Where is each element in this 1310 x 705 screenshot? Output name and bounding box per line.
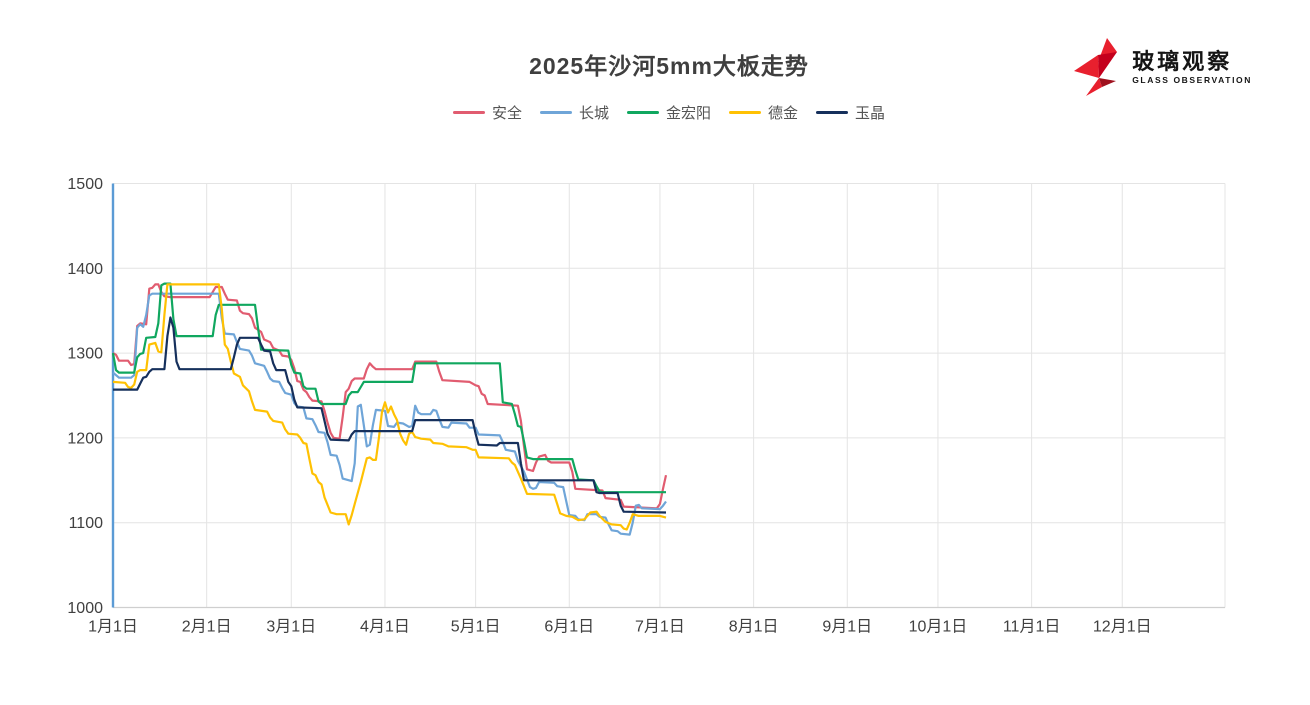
x-tick-label: 10月1日 — [909, 619, 968, 636]
y-tick-label: 1500 — [67, 176, 103, 193]
legend-swatch-changcheng — [539, 111, 572, 114]
logo-text: 玻璃观察 GLASS OBSERVATION — [1132, 51, 1252, 85]
x-tick-label: 12月1日 — [1093, 619, 1152, 636]
x-tick-label: 1月1日 — [88, 619, 138, 636]
x-tick-label: 2月1日 — [182, 619, 232, 636]
legend-label-anquan: 安全 — [491, 105, 522, 122]
x-tick-label: 3月1日 — [266, 619, 316, 636]
x-tick-label: 5月1日 — [451, 619, 501, 636]
legend-swatch-yujing — [816, 111, 849, 114]
legend-item-jinhongyang[interactable]: 金宏阳 — [626, 102, 711, 123]
logo: 玻璃观察 GLASS OBSERVATION — [1073, 38, 1252, 98]
legend-label-yujing: 玉晶 — [855, 105, 886, 122]
legend-item-dejin[interactable]: 德金 — [729, 102, 798, 123]
legend-label-changcheng: 长城 — [578, 105, 609, 122]
y-tick-label: 1000 — [67, 600, 103, 617]
series-line-jinhongyang — [111, 282, 666, 494]
logo-title-cn: 玻璃观察 — [1132, 49, 1233, 75]
legend-item-yujing[interactable]: 玉晶 — [816, 102, 885, 123]
x-tick-label: 4月1日 — [360, 619, 410, 636]
legend-item-anquan[interactable]: 安全 — [452, 102, 522, 123]
x-tick-label: 7月1日 — [635, 619, 685, 636]
legend-label-dejin: 德金 — [768, 105, 799, 122]
legend-label-jinhongyang: 金宏阳 — [665, 105, 711, 122]
series-line-anquan — [112, 283, 668, 510]
x-tick-label: 11月1日 — [1003, 619, 1061, 636]
legend-swatch-jinhongyang — [626, 111, 659, 114]
x-tick-label: 6月1日 — [544, 619, 594, 636]
legend: 安全 长城 金宏阳 德金 玉晶 — [113, 102, 1225, 123]
chart-title: 2025年沙河5mm大板走势 — [529, 53, 809, 79]
y-tick-label: 1100 — [69, 515, 104, 532]
y-tick-label: 1200 — [67, 430, 103, 447]
y-tick-label: 1400 — [67, 261, 103, 278]
logo-star-icon — [1074, 38, 1118, 96]
x-tick-label: 8月1日 — [729, 619, 779, 636]
series-line-yujing — [113, 316, 667, 514]
y-tick-label: 1300 — [67, 346, 103, 363]
legend-swatch-anquan — [452, 111, 485, 114]
legend-swatch-dejin — [729, 111, 761, 114]
series-line-dejin — [112, 283, 667, 531]
series-line-changcheng — [112, 292, 667, 536]
legend-item-changcheng[interactable]: 长城 — [539, 102, 609, 123]
x-tick-label: 9月1日 — [822, 619, 872, 636]
logo-title-en: GLASS OBSERVATION — [1132, 75, 1252, 86]
